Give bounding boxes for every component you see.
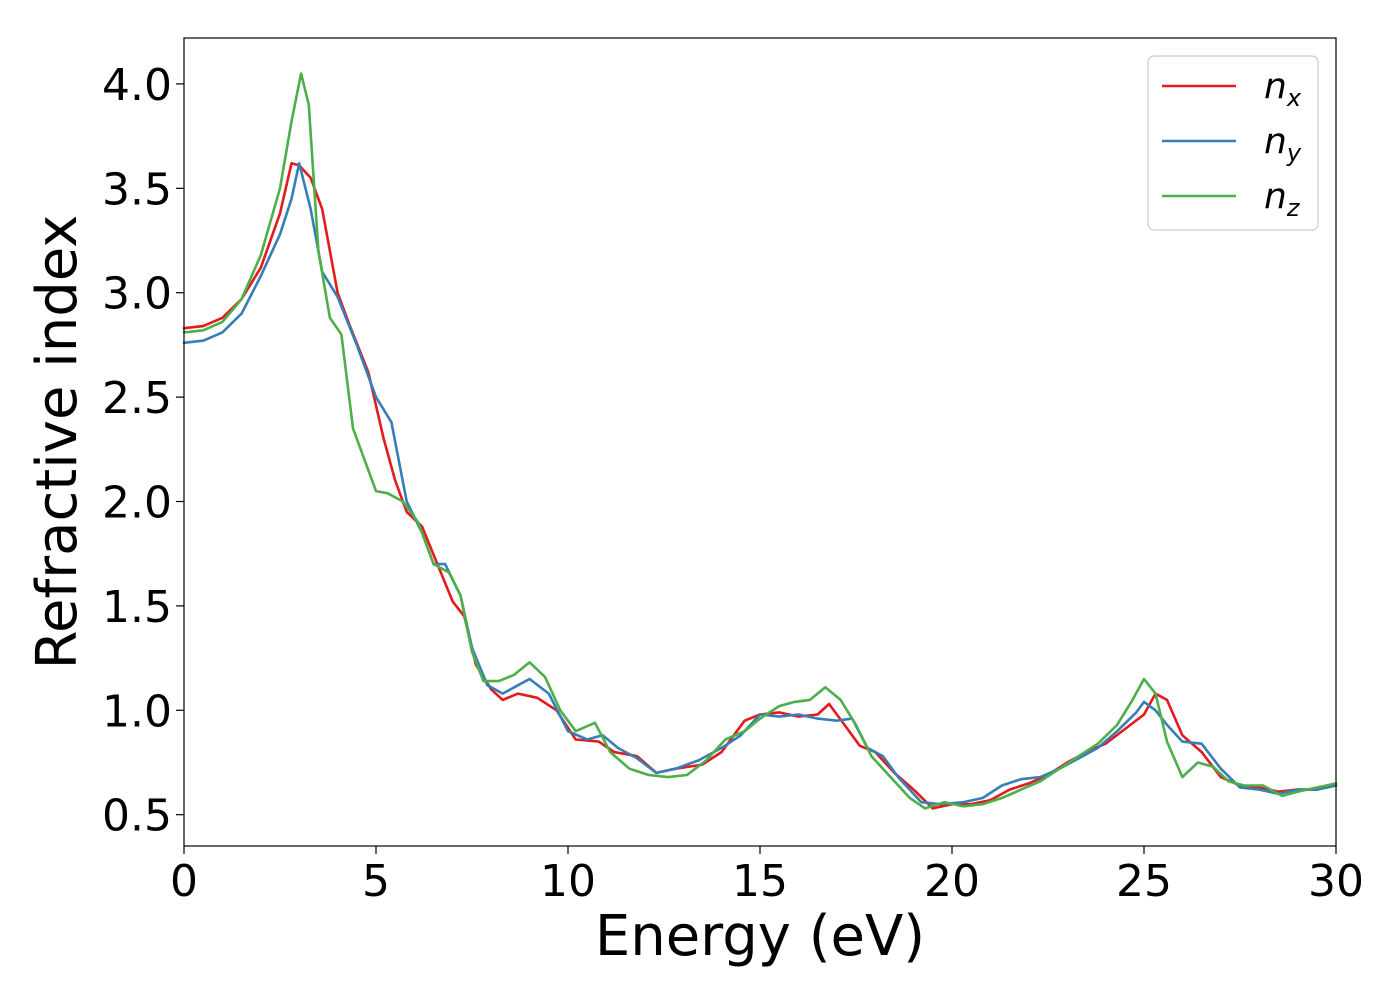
x-tick-label: 5 [362,856,390,907]
x-tick-label: 25 [1116,856,1172,907]
legend-subscript: y [1286,139,1302,167]
series-layer [182,72,1338,810]
series-line-ny [182,162,1338,806]
y-tick-label: 3.0 [102,269,172,320]
x-tick-label: 30 [1308,856,1364,907]
y-axis-label: Refractive index [25,215,90,670]
legend-subscript: z [1286,194,1301,222]
y-tick-label: 2.0 [102,478,172,529]
y-tick-label: 2.5 [102,373,172,424]
y-tick-label: 0.5 [102,791,172,842]
x-tick-label: 15 [732,856,788,907]
y-tick-label: 1.5 [102,582,172,633]
series-line-nx [182,162,1338,810]
x-axis-label: Energy (eV) [595,904,925,969]
y-tick-label: 3.5 [102,164,172,215]
x-tick-label: 10 [540,856,596,907]
x-tick-label: 20 [924,856,980,907]
x-ticks: 0 5 10 15 20 25 30 [170,846,1364,907]
legend-box [1147,55,1319,231]
y-ticks: 0.5 1.0 1.5 2.0 2.5 3.0 3.5 4.0 [102,60,184,842]
legend-subscript: x [1286,84,1302,112]
y-tick-label: 1.0 [102,686,172,737]
series-line-nz [182,72,1338,810]
x-tick-label: 0 [170,856,198,907]
y-tick-label: 4.0 [102,60,172,111]
